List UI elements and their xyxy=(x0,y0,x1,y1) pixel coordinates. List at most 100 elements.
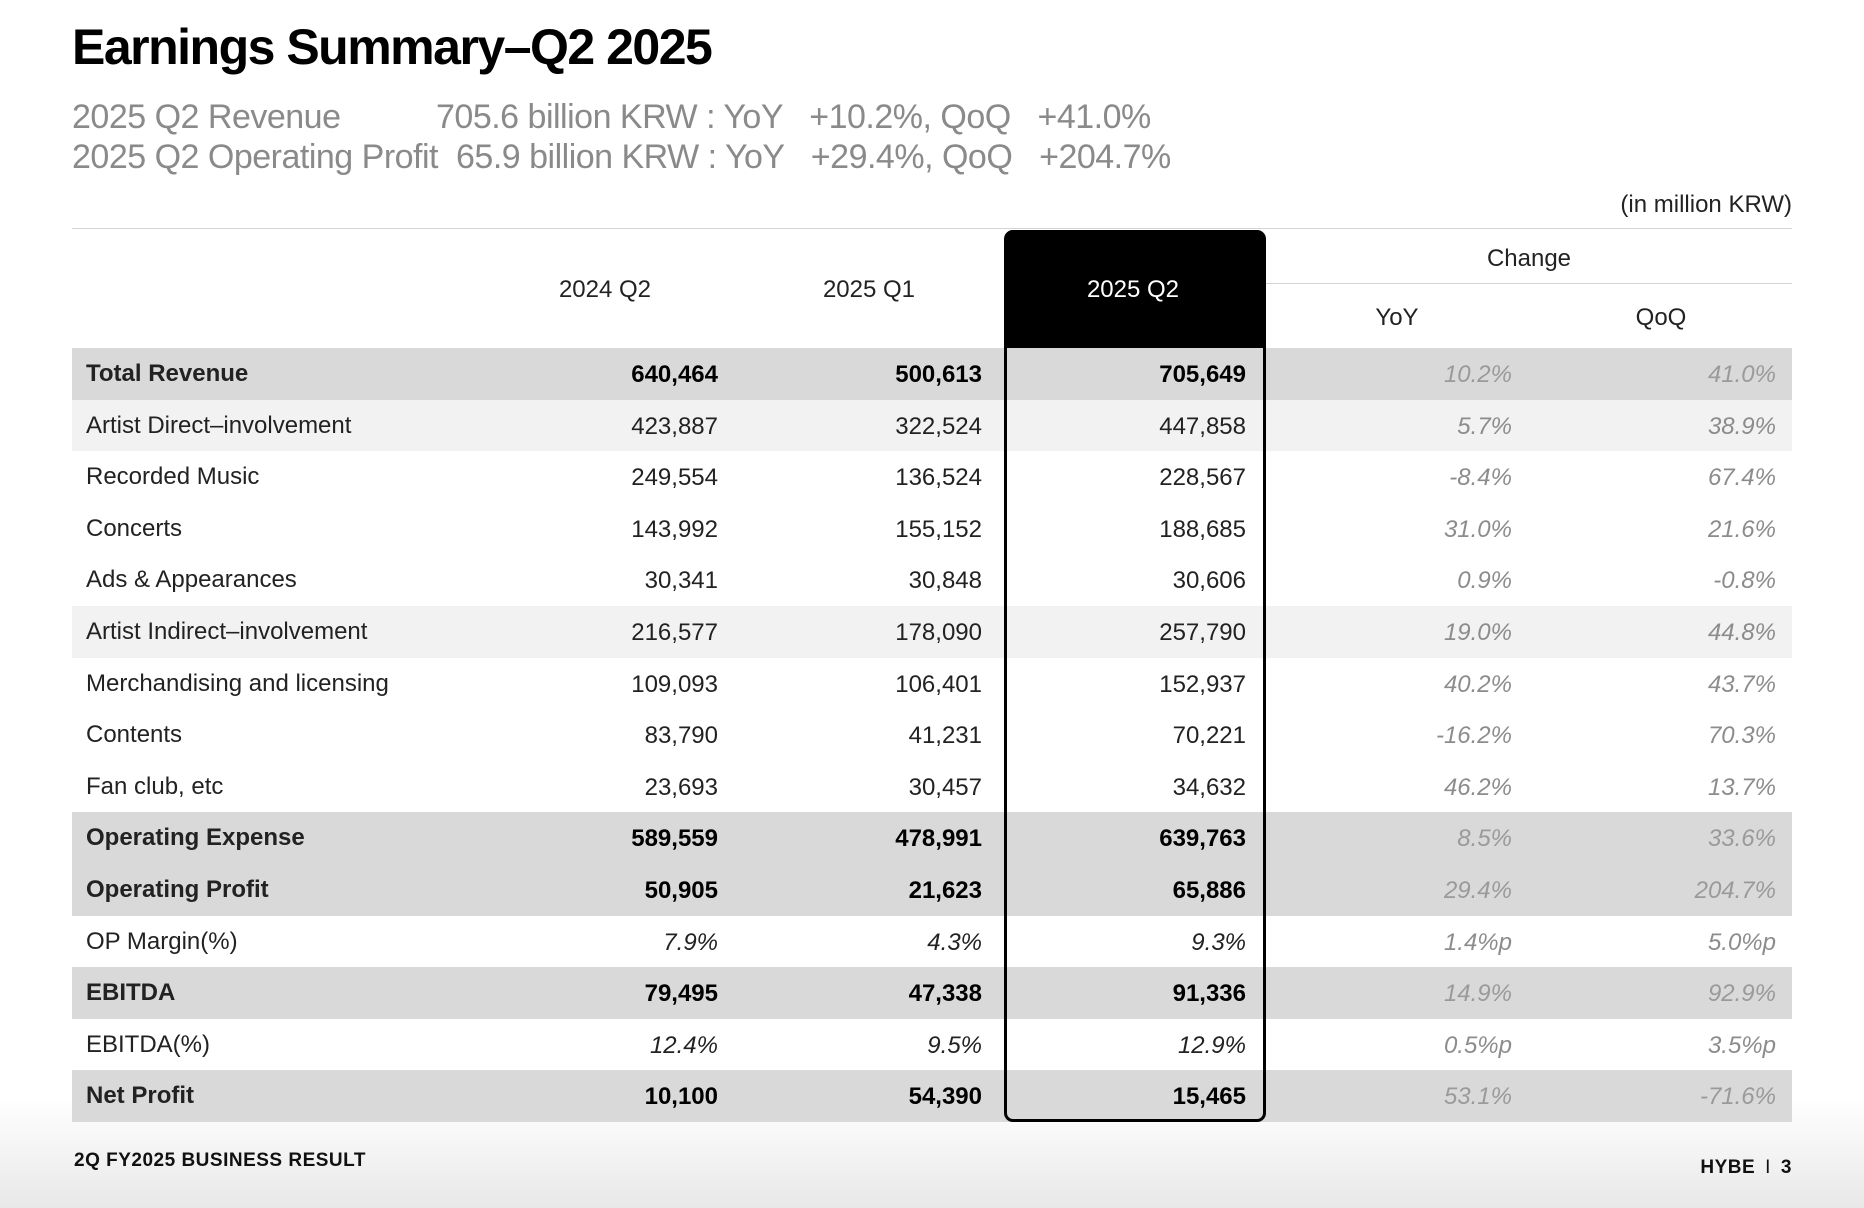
table-row: Net Profit 10,100 54,390 15,465 53.1% -71.6% xyxy=(72,1070,1792,1122)
value-2024q2: 23,693 xyxy=(644,773,718,801)
earnings-table: Total Revenue 640,464 500,613 705,649 10.2% 4… xyxy=(72,348,1792,1122)
table-row: EBITDA(%) 12.4% 9.5% 12.9% 0.5%p 3.5%p xyxy=(72,1019,1792,1071)
value-2025q2: 65,886 xyxy=(1172,876,1246,904)
change-yoy: 29.4% xyxy=(1443,876,1512,904)
row-label: Artist Direct–involvement xyxy=(86,411,352,439)
change-qoq: 41.0% xyxy=(1707,361,1776,388)
page-title: Earnings Summary–Q2 2025 xyxy=(72,19,713,75)
change-yoy: 53.1% xyxy=(1443,1083,1512,1111)
value-2025q1: 30,457 xyxy=(908,773,982,801)
value-2025q1: 30,848 xyxy=(908,567,982,595)
value-2025q1: 54,390 xyxy=(908,1083,982,1111)
row-label: Operating Profit xyxy=(86,875,269,903)
value-2025q2: 152,937 xyxy=(1159,670,1246,698)
row-label: Fan club, etc xyxy=(86,772,224,800)
value-2025q1: 178,090 xyxy=(895,618,982,646)
value-2025q1: 9.5% xyxy=(927,1031,982,1059)
row-label: EBITDA xyxy=(86,979,176,1007)
change-qoq: 13.7% xyxy=(1707,773,1776,801)
value-2024q2: 83,790 xyxy=(644,722,718,750)
table-row: Contents 83,790 41,231 70,221 -16.2% 70.3% xyxy=(72,709,1792,761)
value-2025q2: 70,221 xyxy=(1172,722,1246,750)
table-top-divider xyxy=(72,228,1792,229)
value-2025q1: 500,613 xyxy=(895,361,982,388)
value-2025q2: 9.3% xyxy=(1191,928,1246,956)
unit-note: (in million KRW) xyxy=(1620,191,1792,218)
change-yoy: 0.5%p xyxy=(1443,1031,1512,1059)
value-2024q2: 7.9% xyxy=(663,928,718,956)
value-2025q1: 21,623 xyxy=(908,876,982,904)
row-label: Ads & Appearances xyxy=(86,566,297,594)
table-row: Ads & Appearances 30,341 30,848 30,606 0.9% -… xyxy=(72,554,1792,606)
value-2025q1: 106,401 xyxy=(895,670,982,698)
change-qoq: 204.7% xyxy=(1694,876,1776,904)
value-2025q2: 12.9% xyxy=(1177,1031,1246,1059)
value-2024q2: 423,887 xyxy=(631,412,718,440)
column-header-yoy: YoY xyxy=(1375,304,1419,331)
change-yoy: -16.2% xyxy=(1435,722,1512,750)
summary-label: 2025 Q2 Revenue xyxy=(72,98,341,136)
change-qoq: 43.7% xyxy=(1707,670,1776,698)
row-label: Merchandising and licensing xyxy=(86,669,389,697)
value-2024q2: 30,341 xyxy=(644,567,718,595)
table-row: Fan club, etc 23,693 30,457 34,632 46.2% 13.7… xyxy=(72,761,1792,813)
brand-logo: HYBE xyxy=(1700,1157,1756,1178)
change-yoy: 46.2% xyxy=(1443,773,1512,801)
footer-page-info: HYBE I 3 xyxy=(1700,1157,1792,1179)
row-label: Contents xyxy=(86,721,183,749)
row-label: EBITDA(%) xyxy=(86,1030,211,1058)
value-2025q1: 136,524 xyxy=(895,464,982,492)
row-label: Recorded Music xyxy=(86,463,260,491)
summary-value: 65.9 billion KRW : YoY +29.4%, QoQ +204.… xyxy=(456,138,1171,176)
value-2024q2: 589,559 xyxy=(631,825,718,853)
value-2025q2: 188,685 xyxy=(1159,515,1246,543)
value-2025q1: 478,991 xyxy=(895,825,982,853)
change-yoy: -8.4% xyxy=(1449,464,1512,492)
value-2025q2: 34,632 xyxy=(1172,773,1246,801)
value-2024q2: 640,464 xyxy=(631,361,718,388)
row-label: Net Profit xyxy=(86,1082,194,1110)
change-qoq: -0.8% xyxy=(1713,567,1776,595)
value-2025q2: 447,858 xyxy=(1159,412,1246,440)
value-2025q2: 15,465 xyxy=(1172,1083,1246,1111)
row-label: Total Revenue xyxy=(86,360,249,387)
value-2024q2: 50,905 xyxy=(644,876,718,904)
table-row: Concerts 143,992 155,152 188,685 31.0% 21.6% xyxy=(72,503,1792,555)
page-number: 3 xyxy=(1780,1157,1792,1178)
value-2024q2: 12.4% xyxy=(649,1031,718,1059)
column-header-2025q2: 2025 Q2 xyxy=(1086,276,1180,303)
change-header-divider xyxy=(1266,283,1792,284)
table-row: Total Revenue 640,464 500,613 705,649 10.2% 4… xyxy=(72,348,1792,400)
highlight-column-header-bg xyxy=(1005,230,1264,348)
change-qoq: 3.5%p xyxy=(1707,1031,1776,1059)
row-label: OP Margin(%) xyxy=(86,927,238,955)
change-yoy: 8.5% xyxy=(1457,825,1512,853)
change-yoy: 31.0% xyxy=(1443,515,1512,543)
value-2025q1: 322,524 xyxy=(895,412,982,440)
table-row: Operating Expense 589,559 478,991 639,763 8.… xyxy=(72,812,1792,864)
table-row: OP Margin(%) 7.9% 4.3% 9.3% 1.4%p 5.0%p xyxy=(72,916,1792,968)
footer-report-title: 2Q FY2025 BUSINESS RESULT xyxy=(74,1150,366,1171)
summary-operating-profit: 2025 Q2 Operating Profit 65.9 billion KRW… xyxy=(72,138,1171,177)
value-2025q2: 257,790 xyxy=(1159,618,1246,646)
column-header-2024q2: 2024 Q2 xyxy=(558,276,652,303)
value-2025q2: 705,649 xyxy=(1159,361,1246,388)
column-header-2025q1: 2025 Q1 xyxy=(822,276,916,303)
value-2025q1: 4.3% xyxy=(927,928,982,956)
value-2024q2: 143,992 xyxy=(631,515,718,543)
value-2025q1: 41,231 xyxy=(908,722,982,750)
value-2024q2: 79,495 xyxy=(644,980,718,1008)
row-label: Operating Expense xyxy=(86,824,305,852)
change-yoy: 5.7% xyxy=(1457,412,1512,440)
change-yoy: 19.0% xyxy=(1443,618,1512,646)
summary-value: 705.6 billion KRW : YoY +10.2%, QoQ +41.… xyxy=(436,98,1151,136)
value-2025q2: 30,606 xyxy=(1172,567,1246,595)
value-2024q2: 109,093 xyxy=(631,670,718,698)
table-row: Artist Direct–involvement 423,887 322,524 4… xyxy=(72,399,1792,452)
change-qoq: 67.4% xyxy=(1707,464,1776,492)
change-qoq: 44.8% xyxy=(1707,618,1776,646)
value-2025q1: 155,152 xyxy=(895,515,982,543)
footer-separator: I xyxy=(1765,1157,1771,1178)
table-row: Operating Profit 50,905 21,623 65,886 29.4% 2… xyxy=(72,863,1792,916)
row-label: Artist Indirect–involvement xyxy=(86,617,368,645)
